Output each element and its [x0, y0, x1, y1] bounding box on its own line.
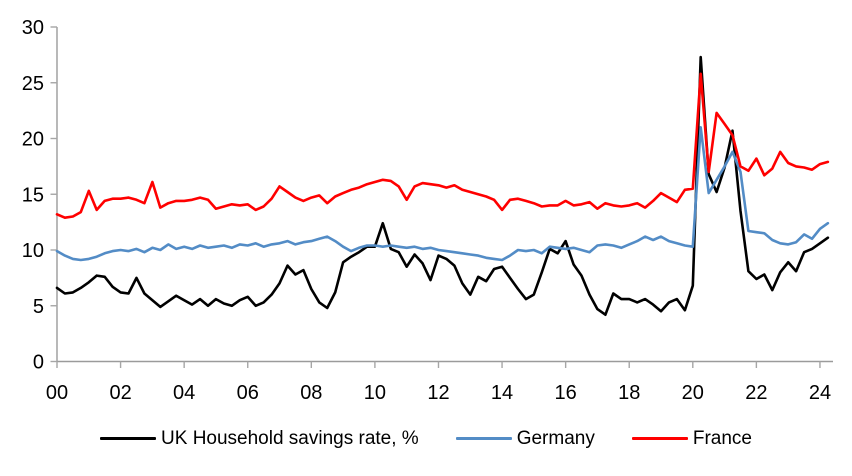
- x-tick-label: 18: [618, 382, 640, 404]
- legend-label-germany: Germany: [516, 428, 595, 449]
- legend-line-swatch-uk: [100, 436, 157, 441]
- y-tick-label: 30: [22, 17, 44, 39]
- series-line-germany: [55, 126, 830, 262]
- legend-item-uk: UK Household savings rate, %: [100, 429, 419, 448]
- x-tick-label: 06: [237, 382, 259, 404]
- x-tick-label: 16: [555, 382, 577, 404]
- x-tick-label: 22: [745, 382, 767, 404]
- y-tick-label: 20: [22, 129, 44, 151]
- x-tick-label: 24: [809, 382, 831, 404]
- y-tick-label: 25: [22, 73, 44, 95]
- legend-line-swatch-france: [631, 436, 688, 441]
- x-tick-label: 12: [427, 382, 449, 404]
- chart-legend: UK Household savings rate, % Germany Franc…: [0, 429, 852, 448]
- y-tick-label: 0: [33, 352, 44, 374]
- legend-line-swatch-germany: [455, 436, 512, 441]
- x-tick-label: 00: [46, 382, 68, 404]
- x-tick-label: 08: [300, 382, 322, 404]
- series-line-france: [55, 72, 830, 219]
- legend-item-france: France: [631, 428, 752, 449]
- x-tick-label: 10: [364, 382, 386, 404]
- x-tick-label: 14: [491, 382, 513, 404]
- legend-label-uk: UK Household savings rate, %: [161, 428, 419, 449]
- x-tick-label: 04: [173, 382, 195, 404]
- x-tick-label: 02: [109, 382, 131, 404]
- legend-label-france: France: [692, 428, 752, 449]
- y-tick-label: 10: [22, 240, 44, 262]
- y-tick-label: 15: [22, 184, 44, 206]
- x-tick-label: 20: [682, 382, 704, 404]
- legend-item-germany: Germany: [455, 428, 595, 449]
- y-tick-label: 5: [33, 296, 44, 318]
